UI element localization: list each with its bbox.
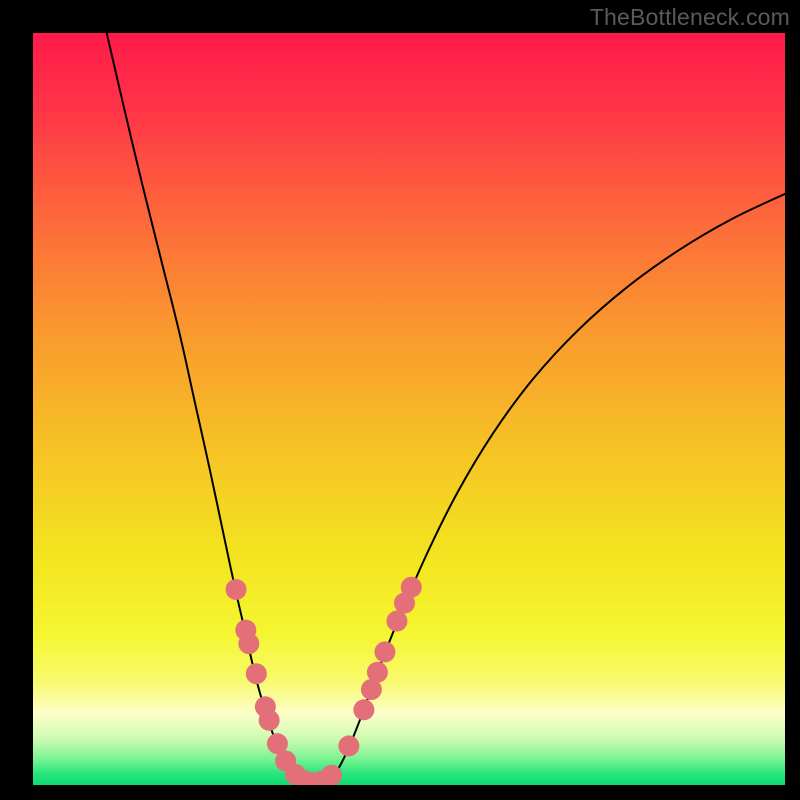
plot-area <box>33 33 785 785</box>
data-marker <box>353 699 374 720</box>
plot-overlay <box>33 33 785 785</box>
marker-group <box>226 577 422 785</box>
data-marker <box>401 577 422 598</box>
canvas: TheBottleneck.com <box>0 0 800 800</box>
data-marker <box>321 765 342 785</box>
watermark-text: TheBottleneck.com <box>590 4 790 31</box>
data-marker <box>259 710 280 731</box>
data-marker <box>386 611 407 632</box>
data-marker <box>246 663 267 684</box>
data-marker <box>367 662 388 683</box>
bottleneck-curve <box>107 33 785 784</box>
data-marker <box>374 641 395 662</box>
data-marker <box>338 735 359 756</box>
data-marker <box>238 633 259 654</box>
data-marker <box>226 579 247 600</box>
